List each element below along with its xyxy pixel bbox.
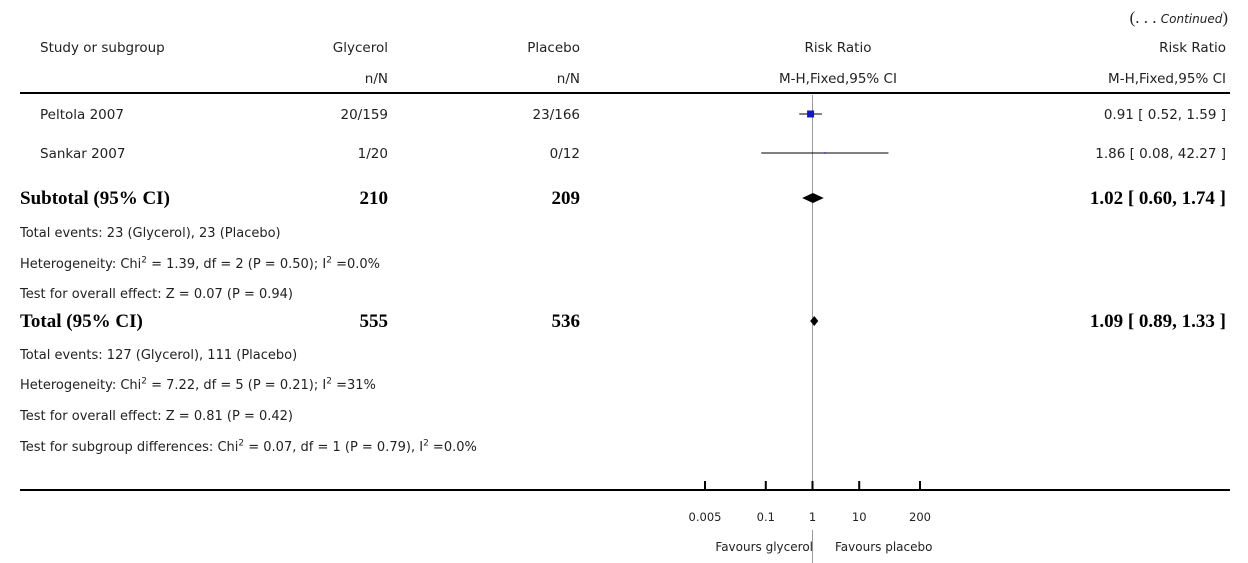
header-plot-title: Risk Ratio xyxy=(804,40,872,56)
footer-divider xyxy=(20,489,1230,491)
subtotal-heterogeneity: Heterogeneity: Chi2 = 1.39, df = 2 (P = … xyxy=(20,255,380,272)
subtotal-estimate: 1.02 [ 0.60, 1.74 ] xyxy=(1089,188,1226,209)
header-study: Study or subgroup xyxy=(40,40,165,56)
total-placebo: 536 xyxy=(551,311,581,332)
subgroup-differences: Test for subgroup differences: Chi2 = 0.… xyxy=(20,438,477,455)
total-label: Total (95% CI) xyxy=(20,311,143,332)
favours-right-label: Favours placebo xyxy=(835,540,933,554)
study-name: Peltola 2007 xyxy=(40,107,124,123)
study-placebo: 23/166 xyxy=(532,107,581,123)
subtotal-placebo: 209 xyxy=(551,188,581,209)
total-heterogeneity: Heterogeneity: Chi2 = 7.22, df = 5 (P = … xyxy=(20,376,376,393)
axis-tick-label: 200 xyxy=(909,510,931,524)
header-estimate-sub: M-H,Fixed,95% CI xyxy=(1108,71,1226,87)
header-glycerol: Glycerol xyxy=(332,40,388,56)
subtotal-glycerol: 210 xyxy=(359,188,389,209)
study-estimate: 0.91 [ 0.52, 1.59 ] xyxy=(1103,107,1226,123)
total-events: Total events: 127 (Glycerol), 111 (Place… xyxy=(20,348,298,363)
header-placebo: Placebo xyxy=(527,40,580,56)
subtotal-events: Total events: 23 (Glycerol), 23 (Placebo… xyxy=(20,226,281,241)
axis-tick-label: 0.005 xyxy=(689,510,722,524)
continued-label: (. . . Continued) xyxy=(1129,8,1228,27)
study-marker xyxy=(807,110,815,118)
total-glycerol: 555 xyxy=(359,311,389,332)
axis-tick-label: 1 xyxy=(809,510,816,524)
study-name: Sankar 2007 xyxy=(40,146,126,162)
header-estimate-title: Risk Ratio xyxy=(1159,40,1226,56)
subtotal-overall-effect: Test for overall effect: Z = 0.07 (P = 0… xyxy=(20,287,293,302)
study-marker xyxy=(824,152,826,154)
study-estimate: 1.86 [ 0.08, 42.27 ] xyxy=(1095,146,1226,162)
subtotal-label: Subtotal (95% CI) xyxy=(20,188,170,209)
total-estimate: 1.09 [ 0.89, 1.33 ] xyxy=(1089,311,1226,332)
axis-tick-label: 10 xyxy=(852,510,867,524)
header-glycerol-sub: n/N xyxy=(364,71,388,87)
header-placebo-sub: n/N xyxy=(556,71,580,87)
header-divider xyxy=(20,92,1230,94)
header-plot-sub: M-H,Fixed,95% CI xyxy=(779,71,897,87)
favours-left-label: Favours glycerol xyxy=(715,540,813,554)
total-overall-effect: Test for overall effect: Z = 0.81 (P = 0… xyxy=(20,409,293,424)
study-glycerol: 20/159 xyxy=(340,107,389,123)
axis-tick-label: 0.1 xyxy=(757,510,775,524)
pooled-diamond xyxy=(802,193,824,203)
study-placebo: 0/12 xyxy=(549,146,580,162)
study-glycerol: 1/20 xyxy=(357,146,388,162)
pooled-diamond xyxy=(810,316,819,326)
